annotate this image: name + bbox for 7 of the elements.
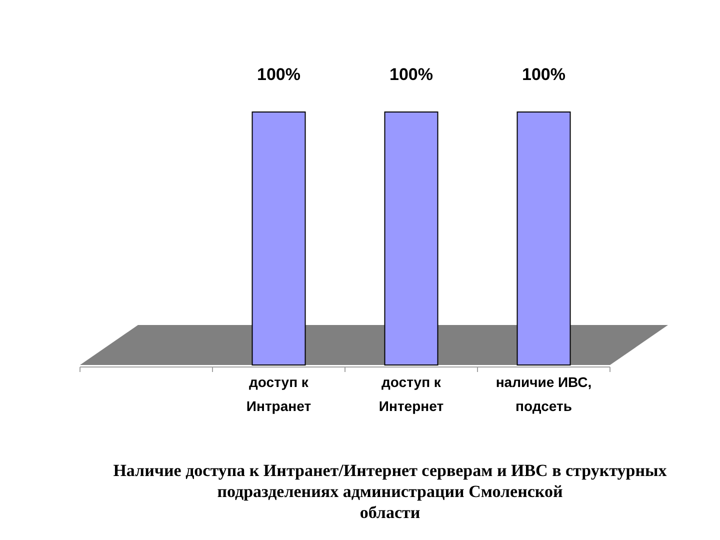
text: Наличие доступа к Интранет/Интернет серверам и ИВС в структурных подразделениях администрации Смоленской области (113, 461, 668, 522)
data-label: 100% (257, 65, 300, 84)
data-label: 100% (390, 65, 433, 84)
x-tick-label: доступ к Интранет (246, 374, 312, 414)
data-label: 100% (522, 65, 566, 84)
x-tick-label: наличие ИВС, подсеть (496, 374, 592, 414)
x-tick-label: доступ к Интернет (378, 374, 444, 414)
